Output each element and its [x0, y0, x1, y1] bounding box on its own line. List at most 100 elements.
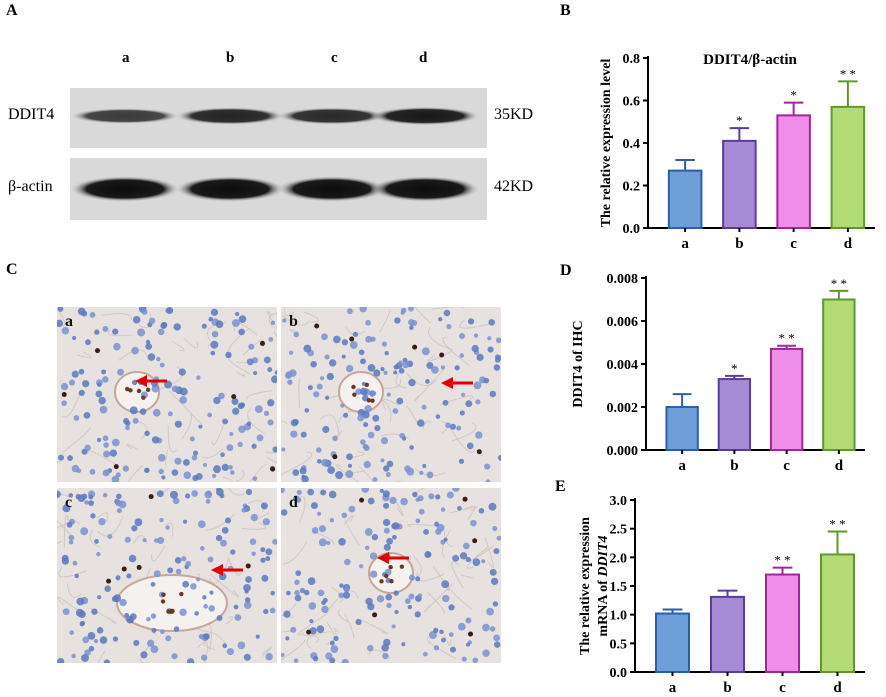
nucleus [111, 438, 120, 447]
nucleus [171, 653, 178, 660]
nucleus [191, 490, 199, 497]
nucleus [231, 319, 240, 327]
nucleus [465, 556, 471, 563]
nucleus [461, 392, 466, 397]
nucleus [482, 623, 490, 632]
nucleus [419, 470, 424, 476]
nucleus [150, 645, 159, 654]
nucleus [300, 431, 307, 438]
nucleus [179, 396, 187, 404]
lane-label: a [122, 50, 130, 66]
nucleus [224, 517, 231, 524]
nucleus [487, 336, 492, 341]
nucleus [341, 512, 348, 519]
nucleus [461, 656, 467, 662]
tissue-fiber [66, 583, 82, 598]
nucleus [220, 452, 225, 457]
tissue-fiber [57, 461, 61, 463]
nucleus [357, 408, 366, 417]
nucleus [271, 375, 277, 384]
nucleus [267, 399, 275, 407]
nucleus [241, 507, 247, 513]
blot-band [277, 107, 387, 125]
nucleus [203, 633, 210, 640]
nucleus [322, 425, 330, 434]
tissue-fiber [303, 634, 320, 644]
nucleus [131, 525, 138, 532]
nucleus [182, 459, 190, 466]
nucleus [466, 442, 474, 450]
nucleus [402, 361, 410, 369]
nucleus [102, 435, 109, 442]
nucleus [88, 645, 95, 652]
nucleus [81, 653, 89, 662]
nucleus [263, 608, 269, 615]
stained-cell [170, 608, 175, 614]
nucleus [69, 630, 75, 635]
nucleus [465, 617, 472, 624]
nucleus [248, 343, 255, 350]
x-tick-label: b [735, 236, 743, 250]
nucleus [304, 408, 310, 413]
nucleus [198, 520, 206, 529]
nucleus [61, 554, 69, 562]
tissue-fiber [233, 469, 245, 482]
nucleus [303, 344, 312, 353]
nucleus [132, 417, 139, 424]
nucleus [436, 523, 445, 532]
nucleus [94, 539, 99, 544]
tissue-fiber [167, 425, 178, 453]
nucleus [344, 558, 351, 566]
nucleus [145, 343, 153, 350]
nucleus [485, 479, 491, 482]
nucleus [415, 518, 421, 524]
tissue-fiber [181, 413, 192, 440]
nucleus [385, 472, 391, 478]
vessel-lumen [116, 574, 228, 632]
bar [722, 139, 757, 229]
nucleus [268, 337, 274, 342]
nucleus [207, 556, 214, 563]
nucleus [332, 435, 338, 442]
stained-cell [95, 348, 101, 354]
nucleus [347, 308, 353, 315]
stained-cell [359, 497, 365, 503]
significance-mark: * [731, 361, 738, 376]
nucleus [299, 587, 306, 594]
nucleus [144, 467, 150, 474]
nucleus [440, 365, 445, 370]
nucleus [383, 502, 390, 509]
nucleus [402, 436, 407, 441]
nucleus [76, 597, 85, 606]
nucleus [326, 540, 331, 545]
blot-band [277, 176, 387, 202]
nucleus [281, 509, 288, 516]
tissue-fiber [297, 612, 329, 636]
nucleus [156, 490, 164, 498]
nucleus [365, 319, 371, 326]
nucleus [310, 360, 317, 368]
bar-chart-e: 0.0 0.5 1.0 1.5 2.0 2.5 3.0 a b * * c * * d The relat… [578, 494, 865, 696]
significance-mark: * [790, 88, 797, 103]
nucleus [349, 341, 358, 349]
tissue-fiber [337, 608, 349, 623]
tissue-fiber [207, 632, 227, 645]
tissue-fiber [442, 336, 470, 367]
nucleus [487, 346, 494, 353]
ihc-image-label: d [289, 494, 298, 511]
tissue-fiber [266, 456, 277, 464]
nucleus [373, 369, 381, 377]
tissue-fiber [211, 424, 225, 446]
nucleus [191, 454, 198, 461]
nucleus [62, 608, 70, 616]
nucleus [215, 534, 223, 542]
nucleus [68, 534, 75, 541]
nucleus [383, 543, 391, 551]
nucleus [318, 525, 327, 533]
nucleus [96, 551, 101, 557]
lane-label: b [226, 50, 235, 66]
nucleus [294, 594, 302, 602]
nucleus [345, 364, 354, 373]
nucleus [112, 636, 119, 642]
nucleus [435, 494, 441, 500]
